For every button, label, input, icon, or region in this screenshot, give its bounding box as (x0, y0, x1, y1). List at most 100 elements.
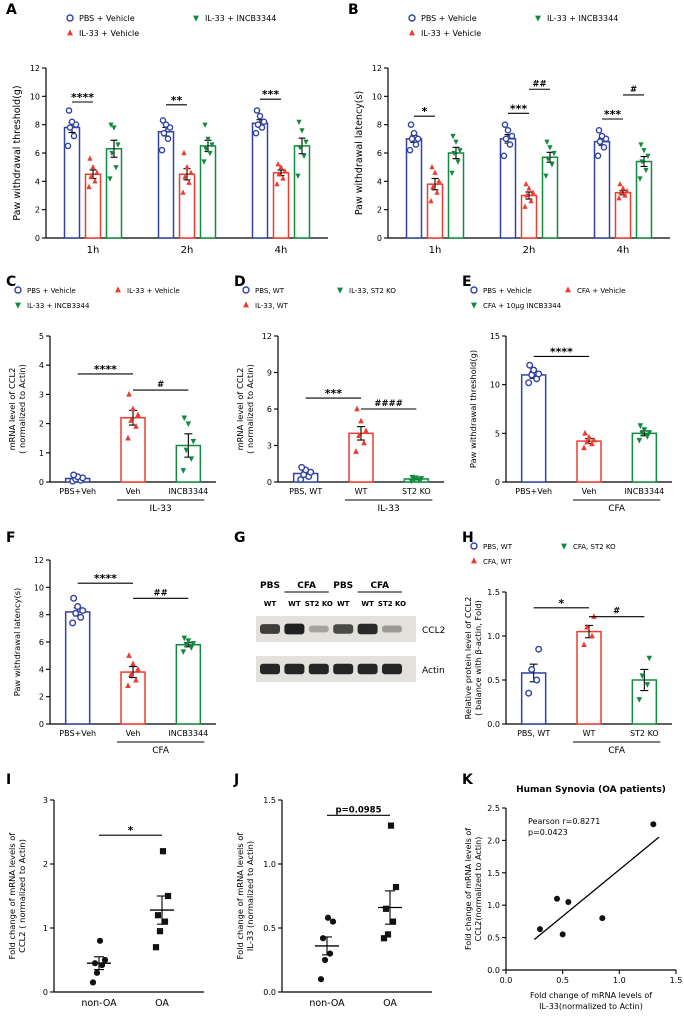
panel-letter-k: K (462, 772, 473, 788)
svg-text:PBS, WT: PBS, WT (255, 287, 285, 295)
panel-f: F 0 2 4 6 8 10 12 Paw withdrawal latency(s) PBS+… (0, 528, 228, 770)
svg-text:10: 10 (30, 92, 40, 101)
svg-text:6: 6 (267, 405, 272, 414)
svg-text:WT: WT (337, 600, 350, 608)
svg-text:ST2 KO: ST2 KO (402, 487, 431, 496)
svg-text:OA: OA (155, 998, 169, 1009)
panel-g: G PBS CFA PBS CFA WT WT ST2 KO WT WT ST2 KO CCL2 Ac… (228, 528, 456, 770)
panel-k: K 0.0 0.5 1.0 1.5 2.0 2.5 0.0 0.5 1.0 1.5 Fold cha… (456, 770, 684, 1020)
panel-letter-c: C (6, 274, 17, 290)
svg-text:ST2 KO: ST2 KO (378, 600, 406, 608)
chart-h-bar-scatter: 0.0 0.5 1.0 1.5 Relative protein level of CC… (463, 542, 672, 756)
figure-row-3: F 0 2 4 6 8 10 12 Paw withdrawal latency(s) PBS+… (0, 528, 684, 770)
svg-text:Paw withdrawal threshold(g): Paw withdrawal threshold(g) (12, 85, 23, 220)
svg-text:PBS + Vehicle: PBS + Vehicle (27, 287, 76, 295)
chart-k-correlation-scatter: 0.0 0.5 1.0 1.5 2.0 2.5 0.0 0.5 1.0 1.5 Fold chang… (464, 785, 682, 1011)
svg-text:0: 0 (377, 234, 382, 243)
svg-text:mRNA level of CCL2: mRNA level of CCL2 (235, 368, 245, 451)
chart-d-bar-scatter: 0 3 6 9 12 mRNA level of CCL2( normalized to … (235, 286, 444, 514)
svg-text:CCL2: CCL2 (422, 626, 445, 636)
svg-text:WT: WT (288, 600, 301, 608)
svg-text:( normalized to Actin): ( normalized to Actin) (17, 364, 27, 454)
svg-text:CFA: CFA (370, 581, 389, 591)
svg-text:0: 0 (43, 988, 48, 997)
svg-text:2: 2 (39, 693, 44, 702)
svg-text:5: 5 (495, 429, 500, 438)
svg-text:0: 0 (267, 478, 272, 487)
svg-text:3: 3 (43, 796, 48, 805)
svg-text:Relative protein level of CCL2: Relative protein level of CCL2 (463, 597, 473, 720)
figure-row-2: C 0 1 2 3 4 5 mRNA level of CCL2( normalized t… (0, 272, 684, 528)
svg-text:WT: WT (583, 729, 596, 738)
svg-text:PBS + Vehicle: PBS + Vehicle (79, 14, 135, 23)
svg-text:IL-33: IL-33 (378, 504, 400, 514)
chart-j-column-scatter: 0.0 0.5 1.0 1.5 Fold change of mRNA levels o… (235, 796, 432, 1009)
svg-text:INCB3344: INCB3344 (624, 487, 664, 496)
svg-text:CFA, WT: CFA, WT (483, 558, 512, 566)
svg-text:2.5: 2.5 (487, 804, 500, 813)
svg-text:WT: WT (264, 600, 277, 608)
svg-text:PBS: PBS (333, 581, 353, 591)
svg-text:IL-33 + INCB3344: IL-33 + INCB3344 (27, 302, 90, 310)
svg-text:1h: 1h (87, 245, 100, 256)
svg-text:0.0: 0.0 (487, 720, 500, 729)
svg-text:****: **** (71, 91, 94, 104)
panel-j: J 0.0 0.5 1.0 1.5 Fold change of mRNA levels… (228, 770, 456, 1020)
svg-text:3: 3 (267, 442, 272, 451)
svg-text:10: 10 (490, 381, 500, 390)
svg-text:CFA, ST2 KO: CFA, ST2 KO (573, 543, 616, 551)
svg-text:0.0: 0.0 (487, 966, 500, 975)
svg-text:2: 2 (377, 206, 382, 215)
svg-text:2h: 2h (523, 245, 536, 256)
chart-i-column-scatter: 0 1 2 3 Fold change of mRNA levels of CCL2 ( … (7, 796, 204, 1009)
svg-text:1.0: 1.0 (613, 976, 626, 985)
svg-text:CCL2 ( normalized to Actin): CCL2 ( normalized to Actin) (17, 839, 27, 953)
svg-text:#: # (157, 380, 164, 390)
svg-text:CFA: CFA (152, 746, 170, 756)
svg-text:IL-33: IL-33 (150, 504, 172, 514)
svg-text:**: ** (171, 94, 183, 107)
svg-text:***: *** (262, 88, 280, 101)
svg-text:Fold change of mRNA levels of: Fold change of mRNA levels of (530, 991, 652, 1000)
svg-text:Veh: Veh (126, 487, 141, 496)
svg-text:2: 2 (35, 206, 40, 215)
svg-text:10: 10 (34, 583, 44, 592)
figure-row-1: A 0 2 4 6 8 10 12 Paw withdrawal threshold(g) 1h… (0, 0, 684, 272)
svg-text:0.5: 0.5 (487, 934, 500, 943)
svg-text:2h: 2h (181, 245, 194, 256)
svg-text:4h: 4h (617, 245, 630, 256)
svg-text:WT: WT (361, 600, 374, 608)
svg-text:1h: 1h (429, 245, 442, 256)
panel-letter-d: D (234, 274, 246, 290)
panel-a: A 0 2 4 6 8 10 12 Paw withdrawal threshold(g) 1h… (0, 0, 342, 272)
svg-text:IL-33, WT: IL-33, WT (255, 302, 289, 310)
svg-text:5: 5 (39, 332, 44, 341)
svg-text:IL-33 + Vehicle: IL-33 + Vehicle (421, 29, 481, 38)
svg-text:15: 15 (490, 332, 500, 341)
svg-text:0.0: 0.0 (500, 976, 513, 985)
svg-text:IL-33 (normalized to Actin): IL-33 (normalized to Actin) (245, 841, 255, 951)
svg-text:Veh: Veh (126, 729, 141, 738)
svg-text:PBS + Vehicle: PBS + Vehicle (483, 287, 532, 295)
svg-text:CCL2(normalized to Actin): CCL2(normalized to Actin) (474, 837, 483, 942)
svg-text:1: 1 (43, 924, 48, 933)
svg-text:PBS, WT: PBS, WT (289, 487, 322, 496)
svg-text:4h: 4h (275, 245, 288, 256)
svg-text:1.0: 1.0 (263, 860, 276, 869)
svg-text:ST2 KO: ST2 KO (630, 729, 659, 738)
svg-text:1.0: 1.0 (487, 632, 500, 641)
svg-text:CFA: CFA (608, 504, 626, 514)
svg-text:8: 8 (39, 611, 44, 620)
svg-text:12: 12 (34, 556, 44, 565)
panel-letter-a: A (6, 2, 17, 18)
svg-text:#: # (630, 85, 637, 95)
svg-text:PBS: PBS (260, 581, 280, 591)
svg-text:1.5: 1.5 (487, 869, 500, 878)
svg-text:Pearson r=0.8271: Pearson r=0.8271 (528, 817, 600, 826)
chart-f-bar-scatter: 0 2 4 6 8 10 12 Paw withdrawal latency(s) PBS+Ve… (12, 556, 216, 756)
panel-letter-f: F (6, 530, 16, 546)
svg-text:CFA: CFA (608, 746, 626, 756)
svg-text:mRNA level of CCL2: mRNA level of CCL2 (7, 368, 17, 451)
svg-text:Paw withdrawal threshold(g): Paw withdrawal threshold(g) (468, 350, 478, 468)
